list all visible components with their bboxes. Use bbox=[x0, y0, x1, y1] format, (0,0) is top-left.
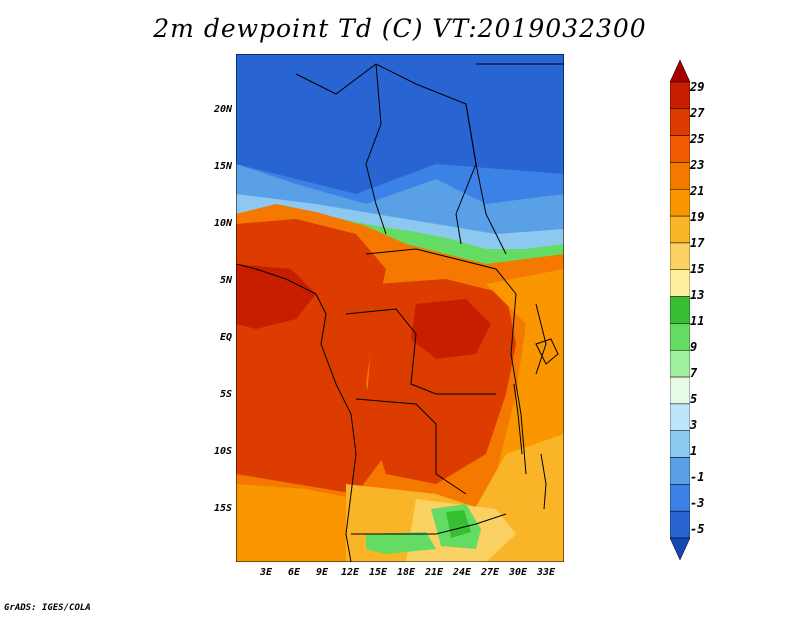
credit-text: GrADS: IGES/COLA bbox=[4, 603, 91, 613]
colorbar bbox=[670, 60, 690, 560]
south-green-core bbox=[446, 510, 471, 538]
colorbar-label: 25 bbox=[690, 132, 705, 146]
colorbar-box bbox=[670, 376, 690, 405]
colorbar-label: 7 bbox=[690, 366, 698, 380]
colorbar-box bbox=[670, 81, 690, 110]
x-tick-label: 15E bbox=[368, 567, 388, 578]
humid-core-darkest bbox=[236, 264, 316, 329]
colorbar-label: -1 bbox=[690, 470, 705, 484]
colorbar-box bbox=[670, 349, 690, 378]
colorbar-label: 9 bbox=[690, 340, 698, 354]
south-green-strip bbox=[366, 532, 436, 554]
y-tick-label: 5S bbox=[219, 389, 232, 400]
border-congo bbox=[345, 308, 496, 395]
y-tick-label: 15N bbox=[213, 161, 232, 172]
y-tick-label: 20N bbox=[213, 104, 232, 115]
colorbar-label: 17 bbox=[690, 236, 705, 250]
colorbar-label: -3 bbox=[690, 496, 705, 510]
x-tick-label: 27E bbox=[480, 567, 500, 578]
colorbar-box bbox=[670, 108, 690, 136]
colorbar-box bbox=[670, 215, 690, 244]
border-east-2 bbox=[535, 303, 547, 375]
border-south bbox=[351, 513, 507, 535]
lake-malawi bbox=[540, 453, 547, 510]
x-tick-label: 33E bbox=[536, 567, 556, 578]
x-tick-label: 9E bbox=[315, 567, 329, 578]
border-car bbox=[365, 248, 517, 295]
dewpoint-map bbox=[236, 54, 564, 562]
southwest-moderate bbox=[236, 484, 356, 562]
colorbar-label: 5 bbox=[690, 392, 698, 406]
colorbar-box bbox=[670, 403, 690, 431]
y-tick-label: 10N bbox=[213, 218, 232, 229]
colorbar-label: 13 bbox=[690, 288, 705, 302]
x-tick-label: 3E bbox=[259, 567, 273, 578]
colorbar-box bbox=[670, 484, 690, 512]
y-tick-label: 15S bbox=[213, 503, 232, 514]
x-tick-label: 6E bbox=[287, 567, 301, 578]
border-sudan bbox=[465, 103, 507, 255]
border-north bbox=[295, 63, 477, 245]
colorbar-box bbox=[670, 510, 690, 539]
colorbar-label: 27 bbox=[690, 106, 705, 120]
border-angola bbox=[355, 398, 467, 495]
y-tick-label: 5N bbox=[219, 275, 232, 286]
colorbar-box bbox=[670, 296, 690, 324]
colorbar-label: 19 bbox=[690, 210, 705, 224]
colorbar-label: 21 bbox=[690, 184, 705, 198]
colorbar-bottom-arrow bbox=[670, 537, 690, 560]
colorbar-box bbox=[670, 162, 690, 190]
x-tick-label: 24E bbox=[452, 567, 472, 578]
colorbar-box bbox=[670, 242, 690, 271]
colorbar-box bbox=[670, 189, 690, 217]
border-chad bbox=[365, 63, 387, 235]
colorbar-box bbox=[670, 430, 690, 458]
colorbar-label: 3 bbox=[690, 418, 698, 432]
colorbar-label: 11 bbox=[690, 314, 705, 328]
border-drc-east bbox=[510, 293, 527, 475]
x-tick-label: 18E bbox=[396, 567, 416, 578]
colorbar-box bbox=[670, 457, 690, 485]
humid-core-west bbox=[236, 219, 386, 494]
colorbar-top-arrow bbox=[670, 60, 690, 83]
very-dry-band bbox=[236, 54, 564, 194]
map-title: 2m dewpoint Td (C) VT:2019032300 bbox=[153, 14, 647, 43]
x-tick-label: 12E bbox=[340, 567, 360, 578]
lake-tanganyika bbox=[513, 383, 523, 455]
x-tick-label: 30E bbox=[508, 567, 528, 578]
colorbar-box bbox=[670, 323, 690, 351]
y-tick-label: 10S bbox=[213, 446, 232, 457]
colorbar-box bbox=[670, 269, 690, 297]
x-tick-label: 21E bbox=[424, 567, 444, 578]
lake-victoria bbox=[535, 338, 559, 365]
colorbar-label: -5 bbox=[690, 522, 705, 536]
colorbar-label: 23 bbox=[690, 158, 705, 172]
colorbar-label: 29 bbox=[690, 80, 705, 94]
moist-transition-blue bbox=[236, 164, 564, 254]
colorbar-label: 1 bbox=[690, 444, 698, 458]
y-tick-label: EQ bbox=[219, 332, 232, 343]
colorbar-box bbox=[670, 135, 690, 163]
coastline bbox=[236, 263, 357, 562]
colorbar-label: 15 bbox=[690, 262, 705, 276]
basin-darkest bbox=[411, 299, 491, 359]
